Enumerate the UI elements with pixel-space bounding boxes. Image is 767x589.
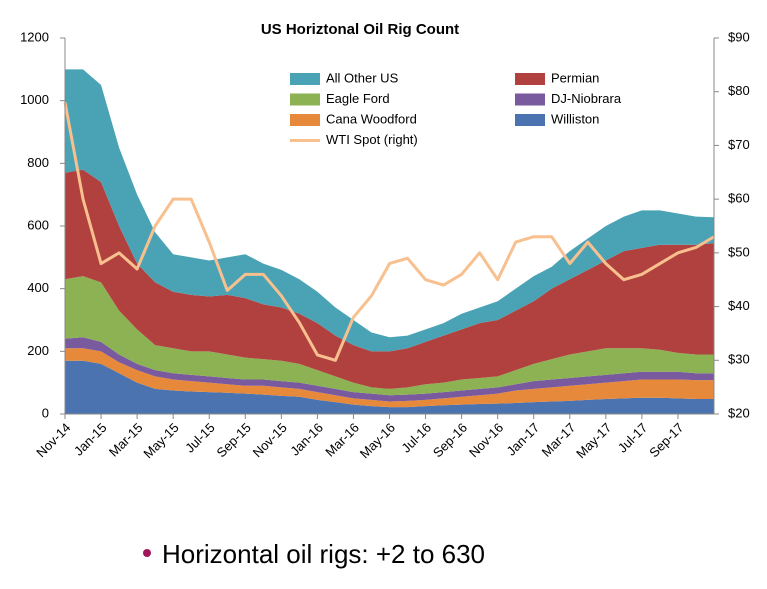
- legend-label: Permian: [551, 70, 599, 85]
- chart-title: US Horiztonal Oil Rig Count: [261, 21, 459, 38]
- x-tick-label: Sep-17: [646, 420, 686, 460]
- y-tick-label: 400: [27, 280, 49, 295]
- y2-tick-label: $90: [728, 29, 750, 44]
- area: [65, 348, 714, 408]
- legend-swatch: [290, 114, 320, 126]
- x-tick-label: Jan-15: [71, 420, 110, 459]
- legend-swatch: [515, 114, 545, 126]
- x-tick-label: May-16: [357, 420, 398, 461]
- y2-tick-label: $80: [728, 83, 750, 98]
- legend-label: All Other US: [326, 70, 399, 85]
- y-tick-label: 800: [27, 155, 49, 170]
- bullet: [143, 549, 151, 557]
- note: Horizontal oil rigs: +2 to 630: [162, 539, 485, 569]
- area: [65, 169, 714, 389]
- line: [63, 102, 715, 362]
- legend-swatch: [290, 93, 320, 106]
- x-tick-label: Nov-15: [250, 420, 290, 460]
- legend-label: WTI Spot (right): [326, 132, 418, 147]
- area: [65, 360, 714, 414]
- x-tick-label: Mar-17: [539, 420, 579, 460]
- y-tick-label: 1200: [20, 29, 49, 44]
- x-tick-label: Nov-14: [33, 420, 73, 460]
- area: [65, 276, 714, 396]
- x-tick-label: May-15: [140, 420, 181, 461]
- x-tick-label: Jan-16: [287, 420, 326, 459]
- y2-tick-label: $70: [728, 137, 750, 152]
- y-tick-label: 1000: [20, 92, 49, 107]
- y2-tick-label: $50: [728, 244, 750, 259]
- legend-label: Cana Woodford: [326, 111, 417, 126]
- area: [65, 69, 714, 352]
- x-tick-label: Jul-16: [398, 420, 434, 456]
- x-tick-label: Mar-16: [322, 420, 362, 460]
- y2-tick-label: $40: [728, 298, 750, 313]
- legend-swatch: [290, 73, 320, 85]
- y-tick-label: 200: [27, 343, 49, 358]
- legend-label: Eagle Ford: [326, 91, 390, 106]
- legend-swatch: [515, 93, 545, 106]
- x-tick-label: Jul-17: [615, 420, 651, 456]
- y-tick-label: 600: [27, 217, 49, 232]
- x-tick-label: Sep-16: [430, 420, 470, 460]
- x-tick-label: Nov-16: [466, 420, 506, 460]
- y2-tick-label: $20: [728, 405, 750, 420]
- y2-tick-label: $30: [728, 352, 750, 367]
- area: [65, 337, 714, 402]
- x-tick-label: May-17: [573, 420, 614, 461]
- x-tick-label: Mar-15: [106, 420, 146, 460]
- y2-tick-label: $60: [728, 191, 750, 206]
- y-tick-label: 0: [42, 405, 49, 420]
- legend-label: DJ-Niobrara: [551, 91, 622, 106]
- x-tick-label: Jul-15: [182, 420, 218, 456]
- x-tick-label: Sep-15: [214, 420, 254, 460]
- legend-label: Williston: [551, 111, 599, 126]
- legend-swatch: [515, 73, 545, 85]
- x-tick-label: Jan-17: [504, 420, 543, 459]
